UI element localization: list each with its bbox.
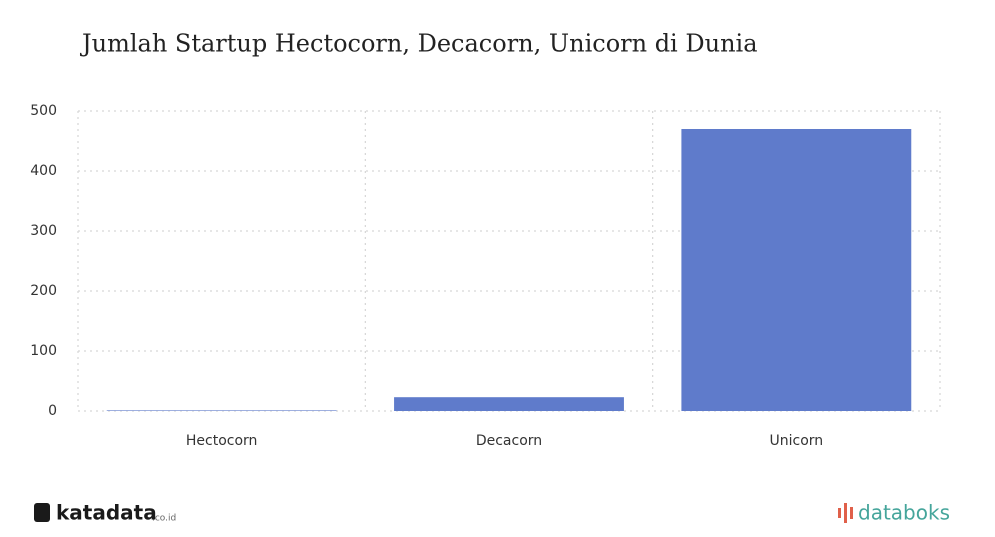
x-tick-label: Decacorn — [476, 433, 542, 449]
bar — [681, 129, 912, 411]
brand-icon — [34, 503, 50, 522]
x-tick-label: Unicorn — [770, 433, 824, 449]
brand-left-suffix: .co.id — [152, 514, 176, 524]
y-tick-label: 0 — [48, 403, 57, 419]
x-tick-label: Hectocorn — [186, 433, 258, 449]
y-tick-label: 200 — [30, 283, 57, 299]
brand-left: katadata — [56, 501, 157, 525]
y-tick-label: 100 — [30, 343, 57, 359]
y-tick-label: 400 — [30, 163, 57, 179]
brand-right: databoks — [858, 501, 950, 525]
y-tick-label: 300 — [30, 223, 57, 239]
bar — [394, 397, 624, 411]
y-tick-label: 500 — [30, 103, 57, 119]
chart-title: Jumlah Startup Hectocorn, Decacorn, Unic… — [79, 30, 758, 58]
brand-right-icon — [838, 503, 853, 523]
bar — [106, 410, 337, 411]
